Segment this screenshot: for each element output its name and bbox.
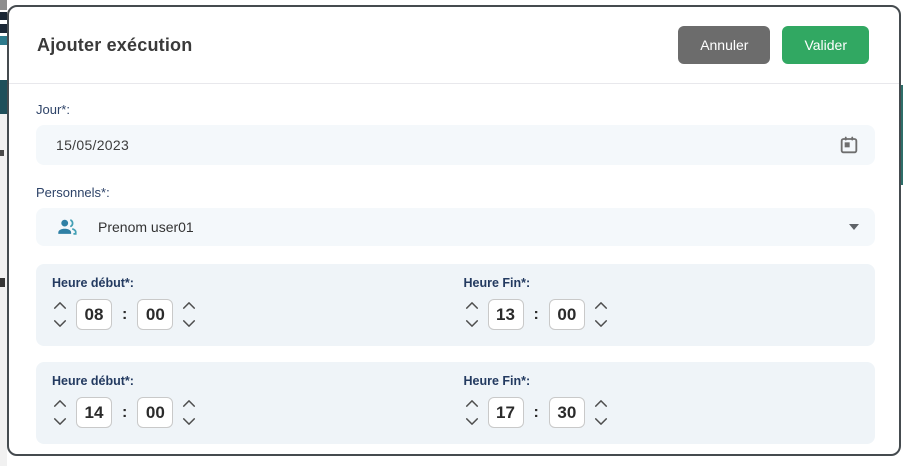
minute-stepper bbox=[593, 301, 609, 328]
add-execution-modal: Ajouter exécution Annuler Valider Jour*:… bbox=[7, 5, 901, 456]
hour-stepper bbox=[464, 399, 480, 426]
start-time-label: Heure début*: bbox=[52, 374, 134, 388]
end-time-label: Heure Fin*: bbox=[463, 374, 531, 388]
time-separator: : bbox=[122, 305, 128, 323]
time-spinner: 13 : 00 bbox=[464, 299, 876, 330]
chevron-up-icon[interactable] bbox=[182, 301, 196, 310]
chevron-down-icon[interactable] bbox=[465, 417, 479, 426]
validate-button[interactable]: Valider bbox=[782, 26, 869, 64]
minute-stepper bbox=[181, 301, 197, 328]
time-end-group: Heure Fin*: 17 : 30 bbox=[464, 374, 876, 444]
modal-header: Ajouter exécution Annuler Valider bbox=[9, 7, 899, 84]
backdrop-segment bbox=[0, 36, 7, 45]
backdrop-segment bbox=[0, 0, 7, 10]
chevron-down-icon[interactable] bbox=[53, 417, 67, 426]
calendar-icon[interactable] bbox=[839, 135, 859, 155]
cancel-button[interactable]: Annuler bbox=[678, 26, 771, 64]
time-spinner: 08 : 00 bbox=[52, 299, 464, 330]
chevron-up-icon[interactable] bbox=[465, 399, 479, 408]
day-label: Jour*: bbox=[36, 102, 70, 117]
chevron-up-icon[interactable] bbox=[594, 301, 608, 310]
backdrop-segment bbox=[0, 24, 7, 33]
backdrop-segment bbox=[0, 114, 7, 466]
time-start-group: Heure début*: 14 : 00 bbox=[52, 374, 464, 444]
minute-input[interactable]: 00 bbox=[548, 299, 585, 330]
header-actions: Annuler Valider bbox=[678, 26, 869, 64]
minute-input[interactable]: 00 bbox=[137, 299, 174, 330]
chevron-up-icon[interactable] bbox=[53, 399, 67, 408]
minute-input[interactable]: 00 bbox=[137, 397, 174, 428]
time-separator: : bbox=[122, 403, 128, 421]
start-time-label: Heure début*: bbox=[52, 276, 134, 290]
personnel-value: Prenom user01 bbox=[98, 219, 194, 235]
hour-stepper bbox=[52, 301, 68, 328]
hour-input[interactable]: 08 bbox=[76, 299, 112, 330]
chevron-up-icon[interactable] bbox=[465, 301, 479, 310]
page-behind-right bbox=[900, 0, 903, 466]
backdrop-segment bbox=[900, 85, 903, 185]
chevron-up-icon[interactable] bbox=[53, 301, 67, 310]
time-separator: : bbox=[533, 305, 539, 323]
backdrop-segment bbox=[0, 278, 5, 287]
chevron-up-icon[interactable] bbox=[594, 399, 608, 408]
hour-stepper bbox=[52, 399, 68, 426]
time-start-group: Heure début*: 08 : 00 bbox=[52, 276, 464, 346]
chevron-down-icon[interactable] bbox=[182, 417, 196, 426]
chevron-down-icon[interactable] bbox=[53, 319, 67, 328]
minute-stepper bbox=[593, 399, 609, 426]
backdrop-segment bbox=[0, 80, 7, 114]
time-range-card-1: Heure début*: 08 : 00 bbox=[36, 264, 875, 346]
chevron-down-icon[interactable] bbox=[594, 319, 608, 328]
hour-stepper bbox=[464, 301, 480, 328]
chevron-down-icon[interactable] bbox=[594, 417, 608, 426]
backdrop-segment bbox=[0, 150, 4, 156]
time-end-group: Heure Fin*: 13 : 00 bbox=[464, 276, 876, 346]
hour-input[interactable]: 17 bbox=[487, 397, 524, 428]
chevron-down-icon[interactable] bbox=[465, 319, 479, 328]
minute-input[interactable]: 30 bbox=[548, 397, 585, 428]
hour-input[interactable]: 14 bbox=[76, 397, 112, 428]
backdrop-segment bbox=[0, 12, 7, 20]
day-value: 15/05/2023 bbox=[56, 137, 130, 153]
people-icon bbox=[56, 216, 78, 238]
time-spinner: 17 : 30 bbox=[464, 397, 876, 428]
time-range-card-2: Heure début*: 14 : 00 bbox=[36, 362, 875, 444]
personnel-label: Personnels*: bbox=[36, 185, 110, 200]
minute-stepper bbox=[181, 399, 197, 426]
hour-input[interactable]: 13 bbox=[487, 299, 524, 330]
chevron-up-icon[interactable] bbox=[182, 399, 196, 408]
day-input[interactable]: 15/05/2023 bbox=[36, 125, 875, 165]
modal-title: Ajouter exécution bbox=[37, 34, 193, 55]
personnel-select[interactable]: Prenom user01 bbox=[36, 208, 875, 246]
end-time-label: Heure Fin*: bbox=[463, 276, 531, 290]
page-behind-left bbox=[0, 0, 7, 466]
chevron-down-icon[interactable] bbox=[182, 319, 196, 328]
time-separator: : bbox=[533, 403, 539, 421]
time-spinner: 14 : 00 bbox=[52, 397, 464, 428]
dropdown-arrow-icon[interactable] bbox=[849, 224, 859, 230]
modal-body: Jour*: 15/05/2023 Personnels*: bbox=[9, 84, 899, 444]
